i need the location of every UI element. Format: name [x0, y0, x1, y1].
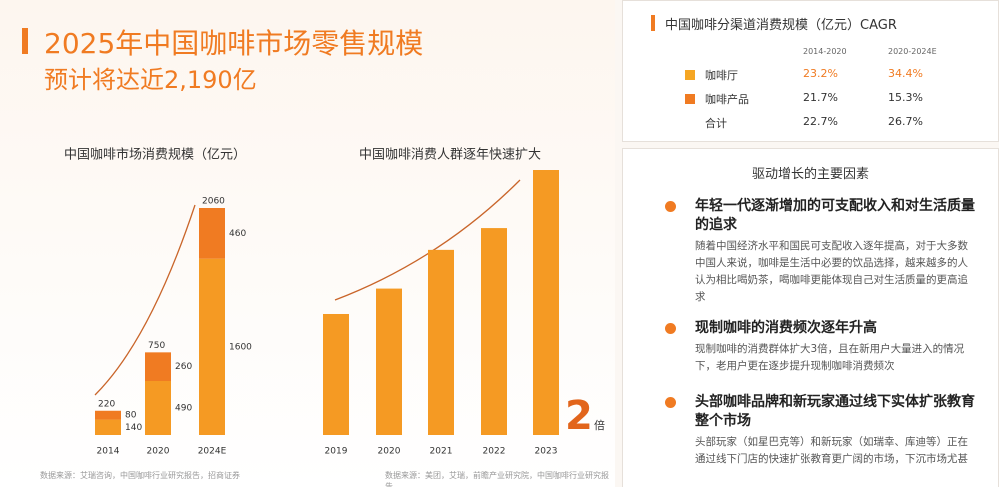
x-tick-label: 2023 — [535, 447, 558, 457]
legend-swatch — [685, 70, 695, 80]
chart-title: 中国咖啡市场消费规模（亿元） — [64, 147, 246, 163]
bar-segment — [95, 419, 121, 435]
value-label: 140 — [125, 423, 142, 433]
total-label: 220 — [98, 399, 115, 409]
value-label: 80 — [125, 411, 137, 421]
factor: 年轻一代逐渐增加的可支配收入和对生活质量的追求随着中国经济水平和国民可支配收入逐… — [695, 197, 975, 306]
x-tick-label: 2020 — [378, 447, 401, 457]
table-cell: 23.2% — [803, 67, 838, 80]
source: 数据来源：艾瑞咨询，中国咖啡行业研究报告，招商证券 — [40, 471, 240, 480]
bar — [323, 313, 349, 435]
column-header: 2020-2024E — [888, 47, 937, 56]
table-cell: 26.7% — [888, 115, 923, 128]
bar-segment — [95, 410, 121, 420]
table-cell: 21.7% — [803, 91, 838, 104]
x-tick-label: 2024E — [198, 447, 227, 457]
subtitle: 预计将达近2,190亿 — [44, 66, 257, 94]
factor-heading: 现制咖啡的消费频次逐年升高 — [695, 320, 877, 336]
bullet — [665, 323, 676, 334]
table-cell: 34.4% — [888, 67, 923, 80]
x-tick-label: 2014 — [97, 447, 120, 457]
value-label: 490 — [175, 404, 192, 414]
trend-curve — [94, 204, 196, 396]
bullet — [665, 397, 676, 408]
annotation: 2 — [565, 393, 593, 439]
factors-title: 驱动增长的主要因素 — [751, 167, 869, 182]
bar-segment — [145, 381, 171, 435]
value-label: 1600 — [229, 342, 252, 352]
value-label: 260 — [175, 362, 192, 372]
annotation-unit: 倍 — [594, 418, 605, 432]
bar — [533, 170, 559, 435]
column-header: 2014-2020 — [803, 47, 847, 56]
bar-segment — [199, 258, 225, 435]
total-label: 2060 — [202, 197, 225, 207]
x-tick-label: 2022 — [483, 447, 506, 457]
table-panel: 中国咖啡分渠道消费规模（亿元）CAGR 2014-2020 2020-2024E 咖… — [622, 0, 999, 142]
chart-title: 中国咖啡消费人群逐年快速扩大 — [359, 148, 541, 163]
bar — [376, 288, 402, 435]
x-tick-label: 2019 — [325, 447, 348, 457]
bullet — [665, 201, 676, 212]
charts: 中国咖啡市场消费规模（亿元） 2014 140 80 220 2020 490 260 750 2… — [64, 147, 605, 457]
table-title: 中国咖啡分渠道消费规模（亿元）CAGR — [665, 18, 897, 33]
legend-swatch — [685, 94, 695, 104]
table-cell: 22.7% — [803, 115, 838, 128]
accent-bar — [651, 15, 655, 31]
factor-heading: 头部咖啡品牌和新玩家通过线下实体扩张教育整个市场 — [695, 394, 975, 429]
factor: 现制咖啡的消费频次逐年升高现制咖啡的消费群体扩大3倍，且在新用户大量进入的情况下… — [695, 319, 975, 375]
accent-bar — [22, 28, 28, 54]
bar-segment — [199, 208, 225, 259]
factor: 头部咖啡品牌和新玩家通过线下实体扩张教育整个市场头部玩家（如星巴克等）和新玩家（… — [695, 393, 975, 468]
factor-body: 头部玩家（如星巴克等）和新玩家（如瑞幸、库迪等）正在通过线下门店的快速扩张教育更… — [695, 436, 968, 465]
bar-segment — [145, 352, 171, 382]
x-tick-label: 2021 — [430, 447, 453, 457]
source: 数据来源：美团，艾瑞，前瞻产业研究院，中国咖啡行业研究报告 — [385, 471, 609, 487]
bar — [481, 228, 507, 435]
factor-heading: 年轻一代逐渐增加的可支配收入和对生活质量的追求 — [695, 198, 975, 233]
title: 2025年中国咖啡市场零售规模 — [44, 27, 424, 60]
row-label: 咖啡厅 — [705, 69, 738, 82]
factor-body: 现制咖啡的消费群体扩大3倍，且在新用户大量进入的情况下，老用户更在逐步提升现制咖… — [695, 343, 965, 372]
factor-body: 随着中国经济水平和国民可支配收入逐年提高，对于大多数中国人来说，咖啡是生活中必要… — [695, 240, 968, 303]
factors-panel: 驱动增长的主要因素 年轻一代逐渐增加的可支配收入和对生活质量的追求随着中国经济水… — [622, 148, 999, 487]
row-label: 咖啡产品 — [705, 93, 749, 106]
x-tick-label: 2020 — [147, 447, 170, 457]
left-panel: 2025年中国咖啡市场零售规模 预计将达近2,190亿 中国咖啡市场消费规模（亿… — [0, 0, 615, 487]
row-label: 合计 — [705, 117, 727, 130]
bar — [428, 249, 454, 435]
table-cell: 15.3% — [888, 91, 923, 104]
total-label: 750 — [148, 341, 165, 351]
value-label: 460 — [229, 229, 246, 239]
